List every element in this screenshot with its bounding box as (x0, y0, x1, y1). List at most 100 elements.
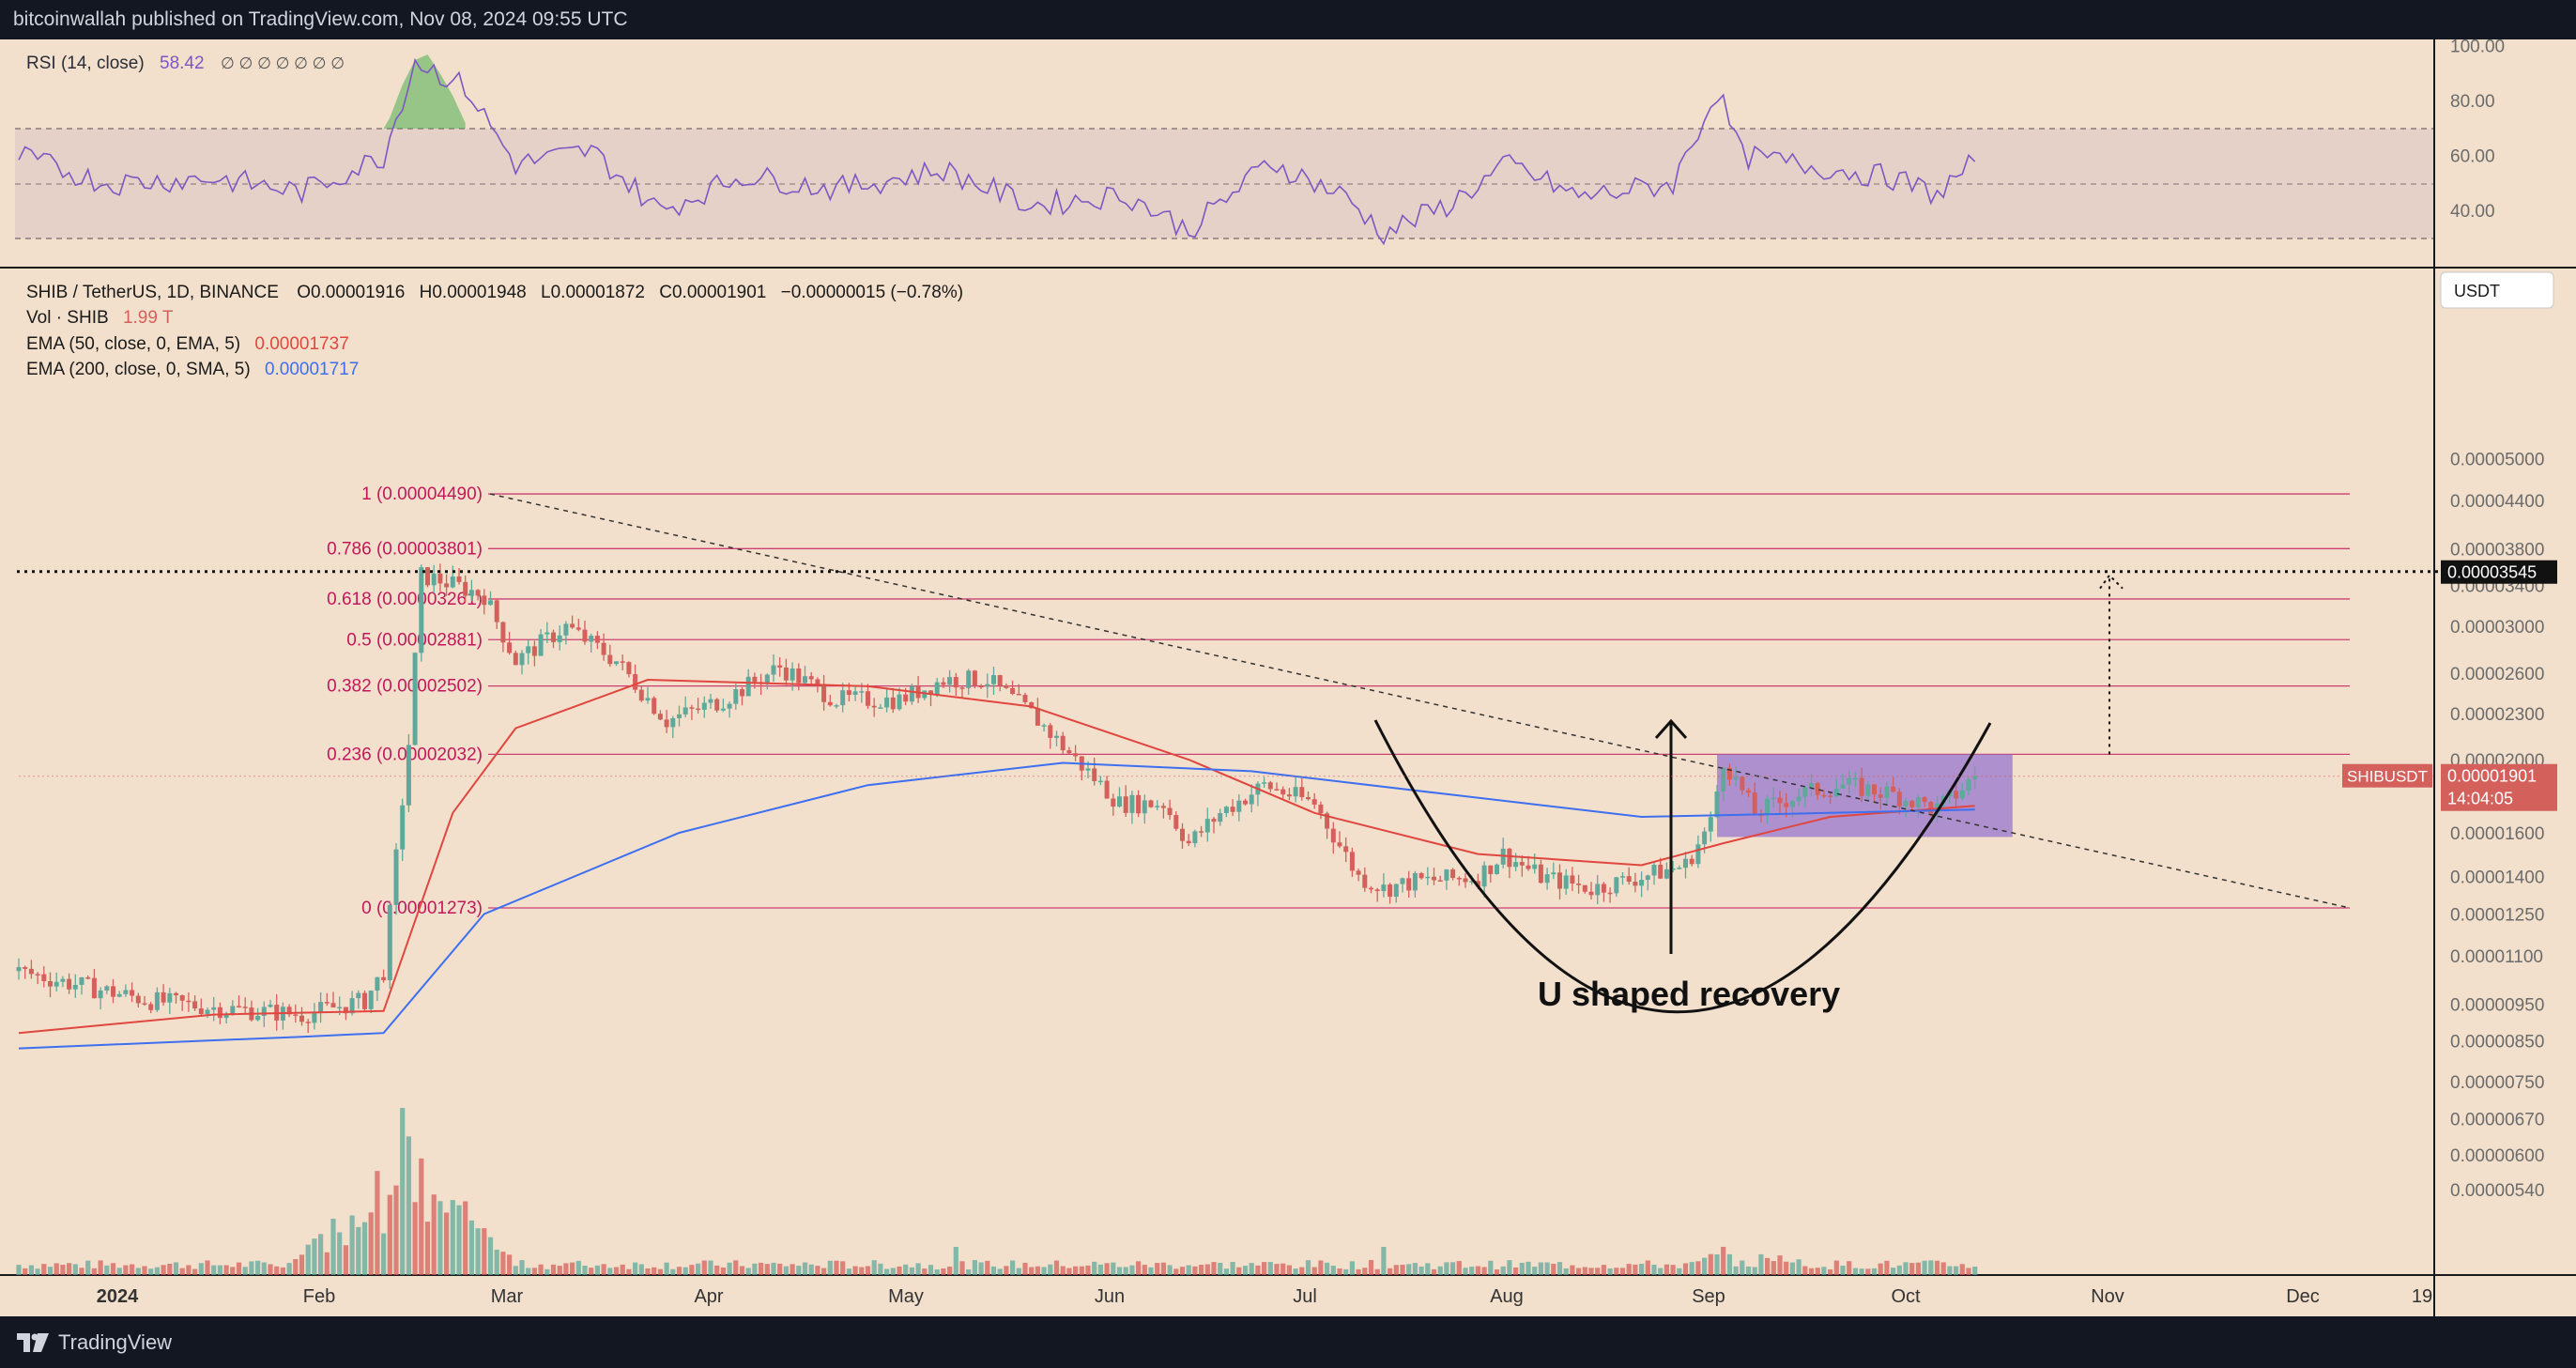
candle-body (431, 573, 437, 586)
volume-bar (1677, 1268, 1682, 1275)
candle-body (1683, 858, 1688, 868)
chart-area[interactable]: RSI (14, close) 58.42 ∅ ∅ ∅ ∅ ∅ ∅ ∅ SHIB… (0, 37, 2576, 1316)
volume-bar (1305, 1260, 1311, 1275)
volume-bar (1393, 1265, 1399, 1275)
rsi-tick-label: 100.00 (2450, 39, 2505, 56)
volume-bar (161, 1265, 166, 1275)
rsi-overbought-fill (383, 54, 466, 129)
candles (16, 563, 1978, 1034)
volume-bar (1073, 1266, 1079, 1275)
candle-body (1136, 794, 1142, 814)
candle-body (1097, 780, 1103, 783)
candle-body (1488, 865, 1494, 874)
chart-svg[interactable]: RSI (14, close) 58.42 ∅ ∅ ∅ ∅ ∅ ∅ ∅ SHIB… (0, 37, 2576, 1316)
candle-body (708, 699, 713, 703)
candle-body (463, 581, 468, 596)
candle-body (41, 974, 47, 981)
volume-bar (526, 1268, 531, 1275)
volume-bar (1721, 1246, 1726, 1275)
candle-body (167, 992, 173, 1003)
volume-bar (1097, 1264, 1103, 1275)
target-price-tag-text: 0.00003545 (2447, 563, 2537, 582)
price-tick-label: 0.00001100 (2450, 947, 2543, 967)
volume-bar (482, 1228, 487, 1275)
symbol-tag-text: SHIBUSDT (2347, 768, 2428, 786)
volume-bar (1349, 1261, 1355, 1275)
volume-bar (1664, 1264, 1669, 1275)
candle-body (425, 567, 430, 586)
volume-bar (1796, 1259, 1802, 1275)
candle-body (261, 1007, 267, 1016)
candle-body (1293, 787, 1298, 797)
time-tick-label: Aug (1490, 1286, 1524, 1307)
candle-body (1607, 892, 1613, 895)
volume-bar (1507, 1260, 1512, 1275)
candle-body (519, 653, 525, 666)
candle-body (35, 974, 40, 976)
currency-selector[interactable] (2440, 271, 2554, 309)
price-tick-label: 0.00003000 (2450, 618, 2544, 638)
volume-bar (1374, 1268, 1380, 1275)
candle-body (1123, 796, 1128, 813)
volume-bar (1551, 1264, 1556, 1275)
candle-body (400, 805, 406, 850)
volume-bar (550, 1264, 557, 1275)
volume-bar (1437, 1266, 1443, 1275)
candle-body (934, 682, 940, 695)
candle-body (1771, 797, 1776, 800)
candle-body (1004, 685, 1009, 688)
candle-body (375, 976, 380, 991)
price-tick-label: 0.00002300 (2450, 705, 2544, 725)
tradingview-logo[interactable]: TradingView (17, 1330, 172, 1356)
candle-body (657, 714, 663, 720)
candle-body (500, 622, 506, 643)
candle-body (130, 990, 135, 996)
candle-body (1481, 865, 1487, 887)
candle-body (1557, 872, 1562, 889)
candle-body (1708, 817, 1713, 832)
volume-bar (412, 1202, 418, 1275)
candle-body (897, 694, 902, 710)
candle-body (318, 1002, 324, 1013)
candle-body (387, 904, 392, 981)
candle-body (733, 689, 739, 704)
countdown-tag-text: 14:04:05 (2447, 790, 2513, 808)
candle-body (1085, 768, 1091, 771)
candle-body (607, 654, 613, 665)
volume-bar (1840, 1265, 1846, 1275)
volume-bar (1896, 1265, 1902, 1275)
volume-bar (928, 1265, 934, 1275)
volume-bar (1223, 1268, 1229, 1275)
candle-body (142, 1003, 147, 1005)
price-tick-label: 0.00000600 (2450, 1146, 2544, 1166)
volume-bar (884, 1268, 890, 1275)
candle-body (1406, 878, 1412, 891)
candle-body (186, 1000, 192, 1003)
candle-body (1129, 794, 1135, 813)
volume-bar (179, 1268, 185, 1275)
candle-body (91, 977, 97, 999)
volume-bar (708, 1260, 713, 1275)
candle-body (720, 708, 726, 711)
volume-bar (116, 1268, 122, 1275)
candle-body (985, 684, 990, 687)
candle-body (1218, 813, 1223, 822)
candle-body (878, 707, 883, 709)
candle-body (1325, 813, 1330, 829)
candle-body (242, 1007, 248, 1008)
candle-body (1639, 880, 1645, 886)
candle-body (1651, 865, 1657, 876)
candle-body (1884, 786, 1890, 798)
candle-body (1740, 776, 1745, 791)
volume-bar (1789, 1262, 1795, 1275)
volume-bar (1469, 1267, 1475, 1275)
candle-body (1167, 807, 1173, 816)
volume-bar (563, 1263, 569, 1275)
downtrend-line (489, 493, 2351, 909)
time-tick-label: 2024 (97, 1286, 139, 1307)
volume-bar (915, 1263, 921, 1275)
volume-bar (1406, 1264, 1412, 1275)
tradingview-brand: TradingView (58, 1330, 173, 1354)
candle-body (714, 699, 720, 711)
candle-body (1702, 831, 1708, 845)
